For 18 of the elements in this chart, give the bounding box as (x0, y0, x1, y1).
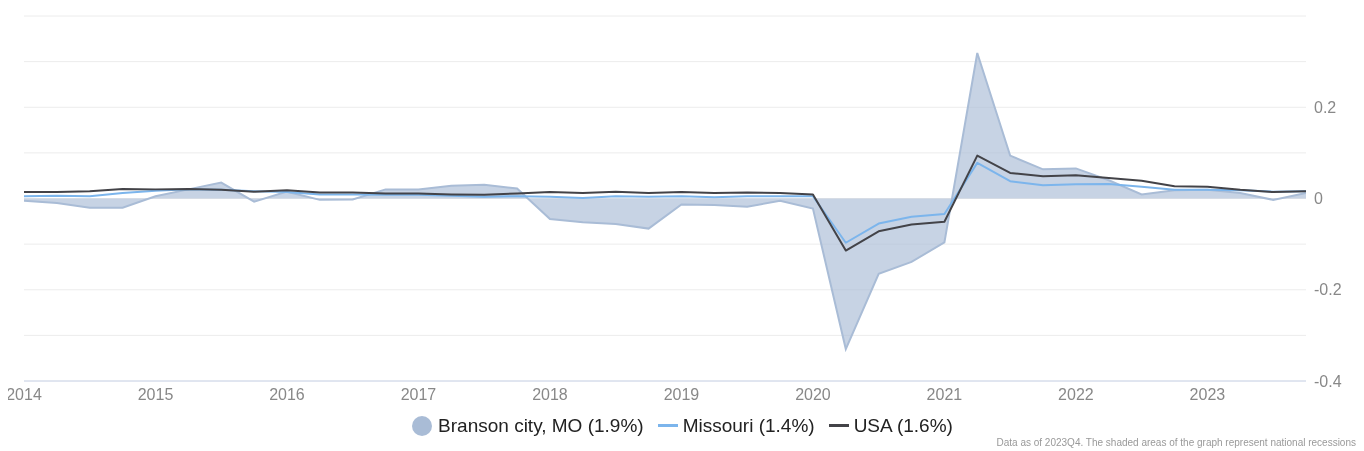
y-tick-label: -0.2 (1314, 281, 1342, 299)
legend-label: Branson city, MO (1.9%) (438, 415, 644, 437)
x-tick-label: 2017 (400, 386, 437, 404)
legend-label: USA (1.6%) (853, 415, 953, 437)
legend-label: Missouri (1.4%) (682, 415, 815, 437)
y-tick-label: 0 (1314, 190, 1323, 208)
x-tick-label: 2023 (1189, 386, 1226, 404)
x-tick-label: 2016 (269, 386, 305, 404)
x-tick-label: 2021 (926, 386, 963, 404)
text: Data as of 2023Q4. The shaded areas of the graph represent national recessions (995, 437, 1356, 448)
x-tick-label: 2022 (1058, 386, 1094, 404)
x-tick-label: 2015 (137, 386, 174, 404)
x-tick-label: 2020 (795, 386, 831, 404)
line-series (24, 154, 1306, 252)
y-tick-label: 0.2 (1314, 98, 1337, 116)
y-tick-label: -0.4 (1314, 372, 1342, 390)
x-tick-label: 2018 (532, 386, 568, 404)
x-tick-label: 2019 (663, 386, 700, 404)
